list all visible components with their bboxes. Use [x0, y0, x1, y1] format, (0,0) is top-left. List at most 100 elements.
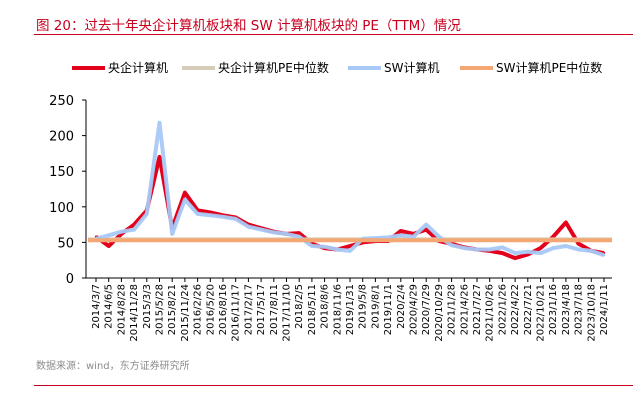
y-tick-label: 150 — [49, 165, 74, 180]
data-point-2-23 — [386, 236, 390, 239]
data-point-2-32 — [501, 246, 504, 249]
data-point-2-37 — [564, 244, 568, 248]
data-point-2-39 — [590, 249, 593, 253]
data-point-0-37 — [564, 221, 568, 224]
x-tick-label: 2019/11/1 — [383, 284, 394, 335]
x-tick-label: 2017/11/10 — [282, 284, 293, 342]
data-point-0-7 — [183, 191, 187, 194]
data-point-0-34 — [526, 253, 529, 256]
x-tick-label: 2021/10/26 — [485, 284, 496, 342]
data-point-2-24 — [399, 234, 402, 237]
data-point-2-14 — [272, 231, 275, 234]
x-tick-label: 2019/8/1 — [370, 284, 381, 329]
x-tick-label: 2023/10/18 — [586, 284, 597, 342]
x-tick-label: 2023/4/18 — [561, 284, 572, 335]
x-tick-label: 2014/6/5 — [104, 284, 115, 329]
x-tick-label: 2020/4/29 — [409, 284, 420, 335]
data-point-2-9 — [209, 214, 212, 217]
x-tick-label: 2021/7/27 — [472, 284, 483, 335]
legend-label-0: 央企计算机 — [108, 60, 168, 75]
y-tick-label: 250 — [49, 94, 74, 109]
x-tick-label: 2014/3/7 — [91, 284, 102, 329]
data-point-2-40 — [602, 254, 606, 257]
x-tick-label: 2015/3/3 — [142, 284, 153, 329]
data-point-2-34 — [526, 250, 529, 253]
legend-label-1: 央企计算机PE中位数 — [218, 60, 329, 75]
data-point-2-33 — [513, 251, 517, 255]
x-tick-label: 2022/10/21 — [536, 284, 547, 342]
source-note: 数据来源：wind，东方证券研究所 — [36, 361, 190, 372]
footer-divider — [34, 385, 633, 386]
data-point-2-7 — [183, 198, 187, 201]
x-tick-label: 2022/1/26 — [497, 284, 508, 335]
data-point-0-32 — [501, 251, 504, 255]
title-divider — [34, 34, 633, 35]
data-point-0-33 — [513, 256, 517, 260]
data-point-2-8 — [196, 212, 199, 216]
data-point-2-15 — [285, 232, 288, 236]
x-tick-label: 2021/4/26 — [459, 284, 470, 335]
data-point-2-38 — [577, 248, 580, 251]
data-point-0-35 — [539, 246, 542, 250]
x-tick-label: 2016/8/16 — [218, 284, 229, 335]
data-point-2-1 — [107, 234, 110, 237]
y-tick-label: 200 — [49, 130, 74, 145]
y-tick-label: 0 — [66, 272, 74, 287]
x-tick-label: 2020/2/4 — [396, 284, 407, 329]
x-tick-label: 2024/1/11 — [599, 284, 610, 335]
data-point-2-5 — [158, 121, 161, 125]
series-line-2 — [95, 120, 605, 258]
x-tick-label: 2015/5/28 — [155, 284, 166, 335]
data-point-0-5 — [158, 155, 161, 159]
data-point-0-9 — [209, 211, 212, 214]
data-point-2-19 — [336, 248, 339, 251]
x-tick-label: 2016/11/17 — [231, 284, 242, 342]
x-tick-label: 2017/2/17 — [243, 284, 254, 335]
data-point-2-25 — [412, 235, 415, 238]
chart-legend: 央企计算机 央企计算机PE中位数 SW计算机 SW计算机PE中位数 — [72, 60, 602, 75]
data-point-2-20 — [348, 249, 352, 253]
series-line-0 — [94, 155, 605, 261]
x-tick-label: 2020/7/29 — [421, 284, 432, 335]
data-point-2-2 — [120, 230, 123, 233]
data-point-0-36 — [552, 235, 555, 238]
data-point-2-35 — [539, 251, 542, 255]
x-tick-label: 2023/7/18 — [574, 284, 585, 335]
data-point-2-4 — [145, 212, 148, 216]
data-point-0-20 — [348, 244, 352, 248]
data-point-2-31 — [488, 248, 491, 251]
data-point-2-36 — [552, 246, 555, 250]
data-point-2-10 — [221, 215, 225, 218]
x-axis: 2014/3/7 2014/6/5 2014/8/28 2014/11/28 2015/… — [86, 277, 612, 342]
y-tick-label: 100 — [49, 201, 74, 216]
data-point-2-28 — [450, 244, 453, 247]
data-point-2-17 — [310, 244, 314, 248]
data-point-2-16 — [298, 235, 301, 238]
data-point-0-16 — [298, 231, 301, 235]
data-point-2-13 — [259, 228, 263, 231]
data-point-2-29 — [463, 246, 466, 250]
data-point-2-18 — [323, 245, 326, 248]
data-point-2-27 — [437, 235, 441, 238]
x-tick-label: 2018/2/5 — [294, 284, 305, 329]
legend-label-3: SW计算机PE中位数 — [496, 60, 602, 75]
pe-line-chart: 央企计算机 央企计算机PE中位数 SW计算机 SW计算机PE中位数 0 50 100 150… — [49, 60, 612, 342]
data-point-0-1 — [107, 244, 110, 248]
x-tick-label: 2018/11/6 — [332, 284, 343, 335]
x-tick-label: 2016/5/20 — [205, 284, 216, 335]
x-tick-label: 2014/8/28 — [116, 284, 127, 335]
x-tick-label: 2021/1/28 — [447, 284, 458, 335]
x-tick-label: 2017/8/11 — [269, 284, 280, 335]
plot-area — [88, 120, 612, 261]
x-tick-label: 2019/1/31 — [345, 284, 356, 335]
x-tick-label: 2014/11/28 — [129, 284, 140, 342]
x-tick-label: 2016/2/26 — [193, 284, 204, 335]
data-point-0-38 — [577, 242, 580, 245]
y-tick-label: 50 — [57, 236, 74, 251]
data-point-2-11 — [234, 217, 237, 221]
y-axis: 0 50 100 150 200 250 — [49, 94, 87, 287]
data-point-2-3 — [132, 228, 136, 231]
x-tick-label: 2022/4/22 — [510, 284, 521, 335]
figure-title: 图 20：过去十年央企计算机板块和 SW 计算机板块的 PE（TTM）情况 — [36, 18, 461, 34]
x-tick-label: 2020/10/29 — [434, 284, 445, 342]
